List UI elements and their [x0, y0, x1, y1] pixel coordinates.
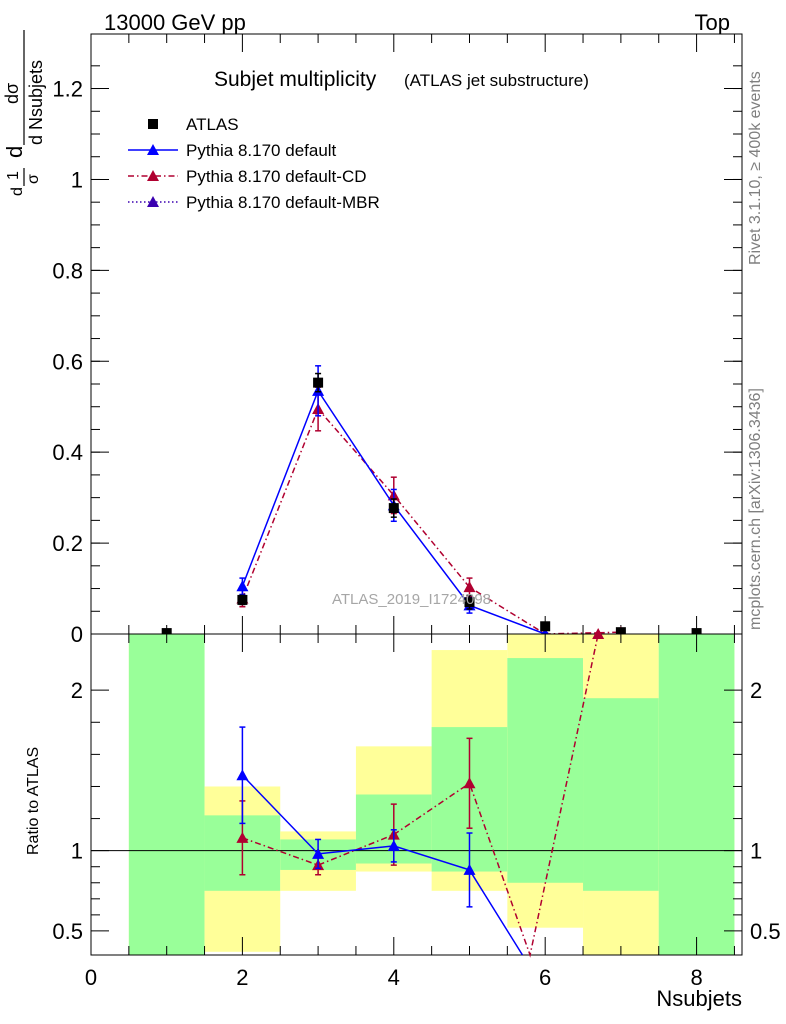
data-point	[313, 377, 324, 388]
y-axis-label-ratio: Ratio to ATLAS	[25, 747, 42, 855]
data-point	[592, 628, 605, 639]
data-point	[236, 769, 249, 781]
legend-label: Pythia 8.170 default-CD	[186, 167, 367, 186]
x-tick-label: 4	[388, 965, 400, 990]
ratio-panel: 0 2 4 6 8 0.5 0.5 1 1 2 2	[52, 628, 781, 990]
ratio-frame	[90, 633, 743, 956]
legend-marker	[147, 170, 159, 181]
data-point	[387, 839, 400, 851]
ratio-ytick-label-right: 2	[750, 678, 762, 703]
data-point	[237, 594, 248, 605]
main-ytick-label: 0.4	[52, 440, 83, 465]
ylabel-prefix-bottom: σ	[25, 174, 42, 184]
data-point	[236, 580, 249, 592]
main-ytick-label: 0.8	[52, 258, 83, 283]
ylabel-d-outer: d	[2, 146, 27, 158]
data-point	[540, 621, 551, 632]
data-point	[463, 863, 476, 875]
rivet-label: Rivet 3.1.10, ≥ 400k events	[747, 71, 764, 265]
watermark: ATLAS_2019_I1724098	[332, 591, 491, 608]
legend-label: ATLAS	[186, 115, 239, 134]
ylabel-prefix-top: 1	[5, 171, 22, 180]
legend-label: Pythia 8.170 default-MBR	[186, 193, 380, 212]
main-ytick-label: 1.2	[52, 77, 83, 102]
x-tick-label: 0	[85, 965, 97, 990]
x-axis-label: Nsubjets	[656, 986, 742, 1011]
band-green-0	[128, 634, 205, 955]
data-point	[463, 777, 476, 789]
legend-marker	[148, 119, 158, 129]
data-point	[312, 847, 325, 859]
data-point	[463, 581, 476, 593]
main-ytick-label: 1	[71, 167, 83, 192]
ylabel-denominator: d Nsubjets	[26, 60, 46, 145]
ratio-ytick-label-right: 1	[750, 839, 762, 864]
legend-marker	[147, 144, 159, 155]
band-green-5	[507, 658, 584, 883]
series-line	[242, 633, 599, 958]
ylabel-numerator: dσ	[2, 83, 22, 104]
main-ytick-label: 0.6	[52, 349, 83, 374]
data-point	[615, 627, 626, 638]
y-axis-label-main: d 1 σ d dσ d Nsubjets	[2, 30, 46, 196]
main-panel: 0 0.2 0.4 0.6 0.8 1 1.2	[52, 33, 743, 647]
main-ytick-label: 0	[71, 622, 83, 647]
ratio-ytick-label: 2	[71, 678, 83, 703]
legend-marker	[147, 196, 159, 207]
x-tick-label: 2	[236, 965, 248, 990]
band-green-7	[658, 634, 735, 955]
legend: ATLAS Pythia 8.170 default Pythia 8.170 de…	[128, 115, 380, 212]
band-green-6	[583, 698, 659, 891]
ratio-ytick-label-right: 0.5	[750, 919, 781, 944]
x-tick-label: 8	[690, 965, 702, 990]
x-tick-label: 6	[539, 965, 551, 990]
data-point	[691, 628, 702, 639]
data-point	[464, 597, 475, 608]
main-ytick-label: 0.2	[52, 531, 83, 556]
mcplots-label: mcplots.cern.ch [arXiv:1306.3436]	[747, 388, 764, 630]
ratio-ytick-label: 0.5	[52, 919, 83, 944]
legend-label: Pythia 8.170 default	[186, 141, 337, 160]
header-left: 13000 GeV pp	[104, 10, 246, 35]
data-point	[236, 831, 249, 843]
series-line	[241, 407, 621, 635]
chart-subtitle: (ATLAS jet substructure)	[404, 71, 589, 90]
ylabel-prefix-d: d	[9, 187, 26, 196]
ratio-ytick-label: 1	[71, 839, 83, 864]
header-right: Top	[695, 10, 730, 35]
data-point	[388, 503, 399, 514]
chart-title: Subjet multiplicity	[214, 68, 377, 91]
data-point	[161, 628, 172, 639]
